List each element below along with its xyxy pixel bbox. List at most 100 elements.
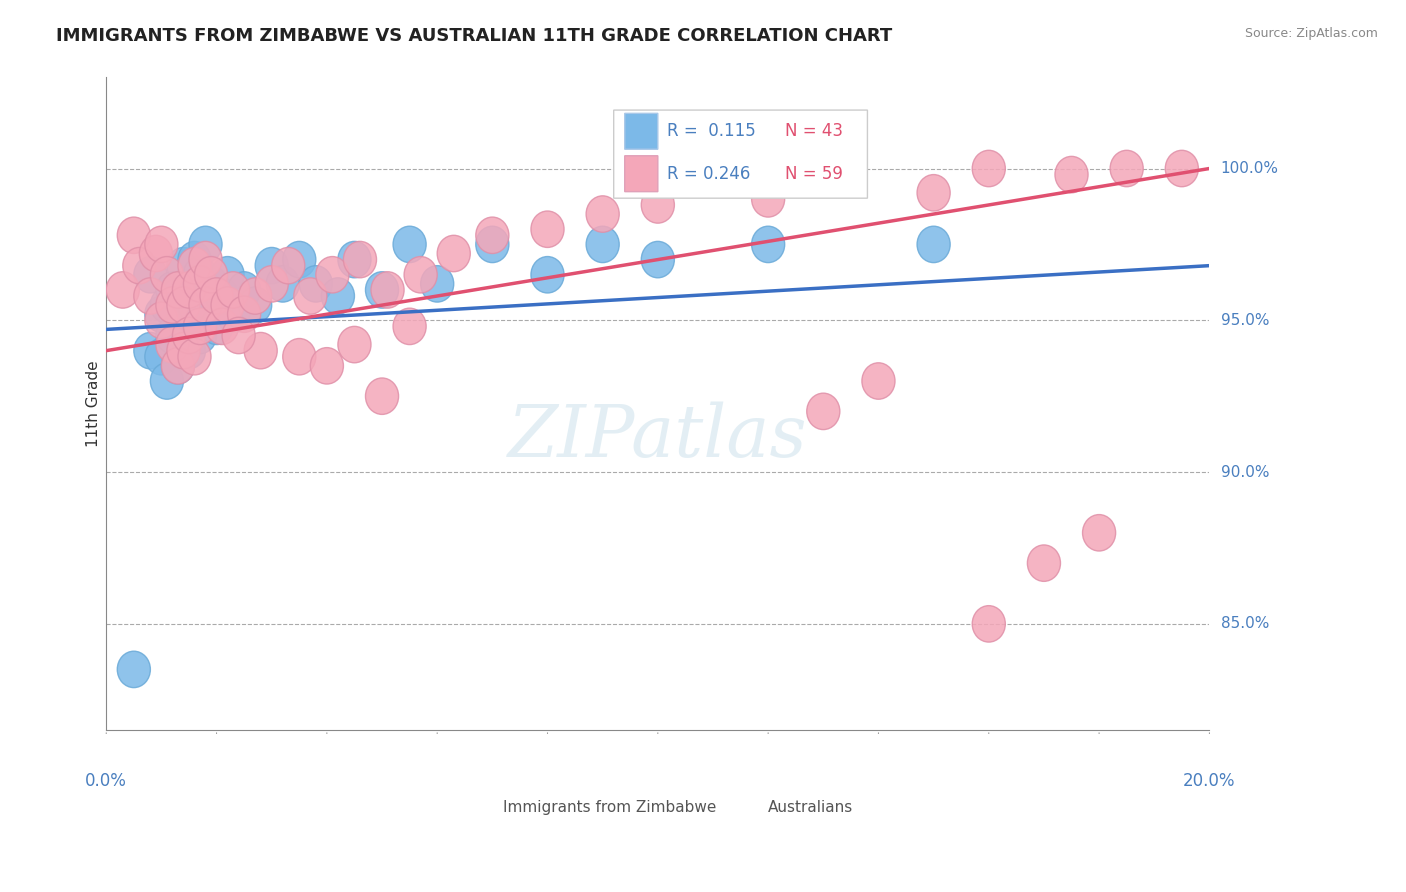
Ellipse shape (366, 272, 398, 308)
Ellipse shape (1166, 150, 1198, 186)
Ellipse shape (188, 287, 222, 323)
Ellipse shape (917, 175, 950, 211)
Ellipse shape (194, 266, 228, 302)
Ellipse shape (322, 277, 354, 314)
Ellipse shape (271, 247, 305, 284)
Ellipse shape (807, 393, 839, 430)
Ellipse shape (266, 266, 299, 302)
Ellipse shape (245, 333, 277, 369)
Ellipse shape (420, 266, 454, 302)
Ellipse shape (162, 348, 194, 384)
Ellipse shape (205, 277, 239, 314)
Ellipse shape (343, 242, 377, 277)
Ellipse shape (1111, 150, 1143, 186)
Ellipse shape (337, 242, 371, 277)
Ellipse shape (371, 272, 404, 308)
Ellipse shape (1083, 515, 1115, 551)
FancyBboxPatch shape (624, 156, 658, 192)
Ellipse shape (173, 333, 205, 369)
Ellipse shape (283, 338, 316, 375)
Ellipse shape (972, 150, 1005, 186)
Ellipse shape (122, 247, 156, 284)
Text: 85.0%: 85.0% (1220, 616, 1268, 632)
Text: 90.0%: 90.0% (1220, 465, 1270, 480)
Ellipse shape (162, 348, 194, 384)
Text: IMMIGRANTS FROM ZIMBABWE VS AUSTRALIAN 11TH GRADE CORRELATION CHART: IMMIGRANTS FROM ZIMBABWE VS AUSTRALIAN 1… (56, 27, 893, 45)
Ellipse shape (586, 227, 619, 262)
Ellipse shape (531, 257, 564, 293)
Ellipse shape (156, 287, 188, 323)
Ellipse shape (188, 242, 222, 277)
Ellipse shape (366, 378, 398, 415)
Ellipse shape (173, 318, 205, 354)
Ellipse shape (862, 363, 896, 400)
Ellipse shape (299, 266, 332, 302)
Ellipse shape (531, 211, 564, 247)
Ellipse shape (173, 272, 205, 308)
Ellipse shape (211, 287, 245, 323)
Text: 95.0%: 95.0% (1220, 313, 1270, 327)
Ellipse shape (475, 217, 509, 253)
Text: R = 0.246: R = 0.246 (666, 165, 749, 183)
Ellipse shape (188, 227, 222, 262)
Ellipse shape (167, 287, 200, 323)
Ellipse shape (183, 308, 217, 344)
Ellipse shape (1028, 545, 1060, 582)
Text: Source: ZipAtlas.com: Source: ZipAtlas.com (1244, 27, 1378, 40)
Ellipse shape (641, 242, 675, 277)
Ellipse shape (194, 257, 228, 293)
Ellipse shape (337, 326, 371, 363)
Ellipse shape (150, 287, 183, 323)
Ellipse shape (156, 318, 188, 354)
Ellipse shape (134, 257, 167, 293)
Ellipse shape (145, 227, 179, 262)
Ellipse shape (107, 272, 139, 308)
Ellipse shape (222, 318, 254, 354)
Ellipse shape (200, 277, 233, 314)
Text: Australians: Australians (768, 799, 853, 814)
Ellipse shape (239, 277, 271, 314)
Ellipse shape (179, 287, 211, 323)
Ellipse shape (217, 296, 250, 333)
Ellipse shape (117, 651, 150, 688)
Ellipse shape (586, 196, 619, 232)
Ellipse shape (228, 296, 260, 333)
Ellipse shape (162, 272, 194, 308)
Ellipse shape (139, 235, 173, 272)
Ellipse shape (183, 266, 217, 302)
Text: 20.0%: 20.0% (1184, 772, 1236, 789)
Ellipse shape (173, 266, 205, 302)
FancyBboxPatch shape (624, 113, 658, 149)
Text: 100.0%: 100.0% (1220, 161, 1278, 176)
Ellipse shape (183, 257, 217, 293)
Ellipse shape (239, 287, 271, 323)
Ellipse shape (752, 227, 785, 262)
FancyBboxPatch shape (741, 753, 765, 779)
Ellipse shape (475, 227, 509, 262)
Ellipse shape (167, 333, 200, 369)
Ellipse shape (150, 363, 183, 400)
Text: R =  0.115: R = 0.115 (666, 122, 755, 140)
Ellipse shape (228, 272, 260, 308)
Ellipse shape (254, 266, 288, 302)
Ellipse shape (117, 217, 150, 253)
Ellipse shape (134, 333, 167, 369)
Ellipse shape (145, 338, 179, 375)
Ellipse shape (167, 247, 200, 284)
Y-axis label: 11th Grade: 11th Grade (86, 360, 101, 447)
Ellipse shape (641, 186, 675, 223)
Ellipse shape (211, 257, 245, 293)
Text: Immigrants from Zimbabwe: Immigrants from Zimbabwe (503, 799, 717, 814)
Text: 0.0%: 0.0% (86, 772, 127, 789)
Ellipse shape (316, 257, 349, 293)
Ellipse shape (162, 277, 194, 314)
Ellipse shape (200, 308, 233, 344)
Ellipse shape (404, 257, 437, 293)
Text: ZIPatlas: ZIPatlas (508, 401, 807, 472)
Ellipse shape (437, 235, 470, 272)
Ellipse shape (156, 272, 188, 308)
Ellipse shape (145, 302, 179, 338)
Ellipse shape (179, 247, 211, 284)
Ellipse shape (167, 302, 200, 338)
Ellipse shape (179, 338, 211, 375)
